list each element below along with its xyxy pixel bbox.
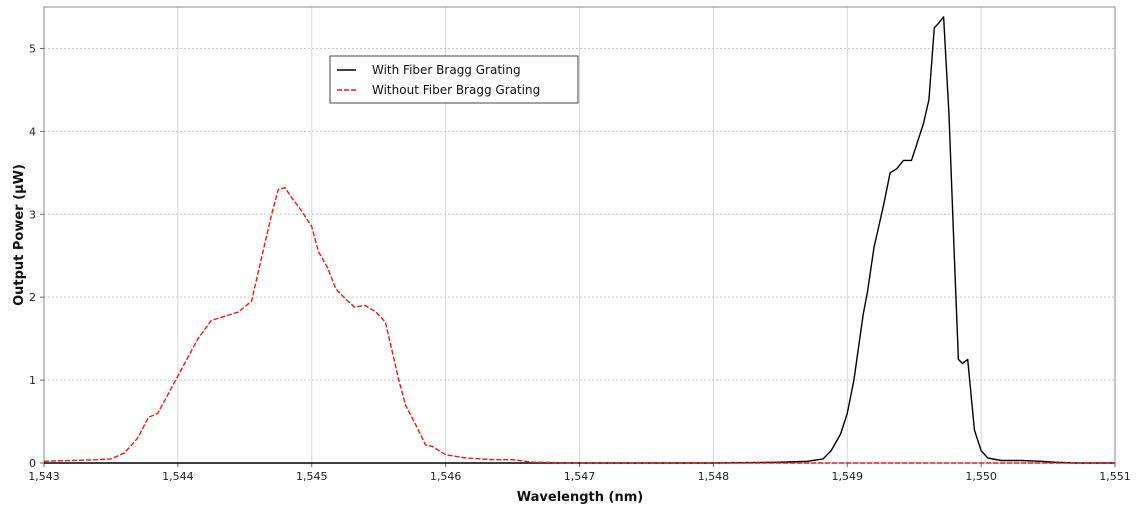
x-tick-label: 1,547 [564,470,596,483]
x-tick-label: 1,544 [162,470,194,483]
legend-box [329,55,579,104]
series-line-without-fbg [43,186,1115,464]
legend-label-without-fbg: Without Fiber Bragg Grating [372,83,540,97]
legend: With Fiber Bragg Grating Without Fiber B… [329,55,579,104]
y-axis-title: Output Power (µW) [12,164,27,306]
x-tick-label: 1,550 [965,470,997,483]
x-tick-label: 1,551 [1099,470,1131,483]
y-tick-label: 1 [29,374,36,387]
x-tick-label: 1,549 [832,470,864,483]
series-line-with-fbg [44,16,1115,464]
axes: 1,543 1,544 1,545 1,546 1,547 1,548 1,549 1,550… [28,42,1131,483]
legend-label-with-fbg: With Fiber Bragg Grating [372,63,521,77]
series-lines [43,16,1115,464]
x-tick-label: 1,548 [698,470,730,483]
y-tick-label: 5 [29,42,36,55]
grid-lines [44,7,1115,463]
y-tick-label: 0 [29,457,36,470]
y-tick-label: 2 [29,291,36,304]
y-tick-label: 4 [29,125,36,138]
x-axis-title: Wavelength (nm) [517,490,643,505]
y-tick-label: 3 [29,208,36,221]
x-tick-label: 1,545 [296,470,328,483]
x-tick-label: 1,546 [430,470,462,483]
x-tick-label: 1,543 [28,470,60,483]
